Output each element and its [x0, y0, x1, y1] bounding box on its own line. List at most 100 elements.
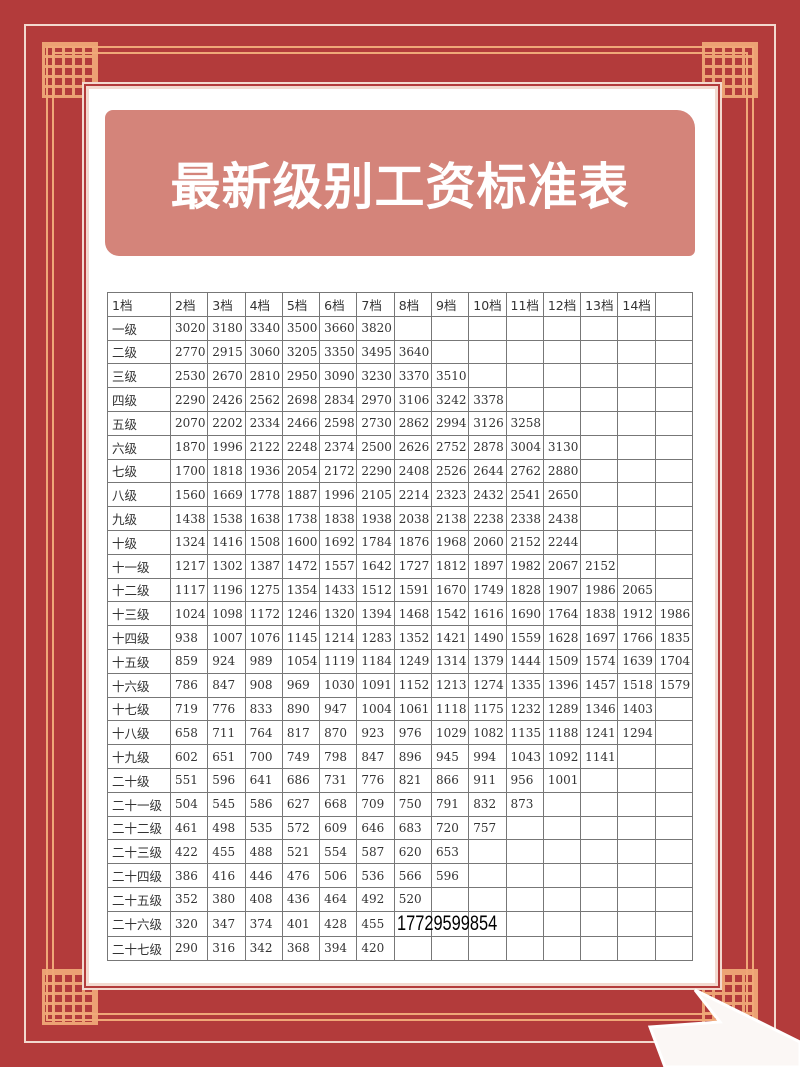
salary-cell: 1766	[617, 625, 656, 650]
grade-label: 二十五级	[107, 886, 171, 912]
grade-label: 二十四级	[107, 863, 171, 888]
column-header: 11档	[505, 292, 544, 317]
salary-cell: 602	[169, 744, 209, 769]
salary-cell: 719	[169, 696, 209, 722]
table-row: 二十级 551 596 641 686 731 776 821 866 911 956 1001	[107, 767, 694, 793]
salary-cell: 1982	[505, 553, 544, 579]
salary-cell: 1764	[542, 601, 582, 627]
grade-label: 十六级	[107, 672, 171, 698]
phone-number-overlay: 17729599854	[396, 911, 497, 935]
salary-cell: 1628	[542, 625, 582, 650]
column-header: 2档	[169, 292, 209, 317]
salary-cell	[580, 767, 619, 793]
salary-cell	[580, 910, 619, 937]
salary-cell: 911	[468, 767, 507, 793]
salary-cell: 2562	[244, 387, 283, 412]
salary-cell	[654, 482, 694, 508]
salary-cell: 1518	[617, 672, 656, 698]
salary-cell: 945	[430, 744, 470, 769]
salary-cell	[617, 815, 656, 841]
salary-cell: 2950	[281, 363, 321, 389]
salary-cell: 1907	[542, 577, 582, 603]
salary-cell	[542, 339, 582, 365]
salary-cell	[617, 387, 656, 412]
salary-cell: 2202	[207, 410, 246, 436]
salary-cell: 386	[169, 863, 209, 888]
grade-label: 八级	[107, 482, 171, 508]
salary-cell: 1314	[430, 648, 470, 674]
salary-cell: 1196	[207, 577, 246, 603]
salary-cell: 586	[244, 791, 283, 817]
salary-cell: 535	[244, 815, 283, 841]
salary-cell: 1700	[169, 458, 209, 484]
salary-cell: 3230	[356, 363, 395, 389]
salary-cell	[654, 886, 694, 912]
salary-cell: 686	[281, 767, 321, 793]
salary-cell: 3660	[319, 315, 358, 341]
salary-cell: 1986	[654, 601, 694, 627]
table-row: 十七级 719 776 833 890 947 1004 1061 1118 1175 1232 12…	[107, 696, 694, 722]
salary-cell: 488	[244, 839, 283, 865]
arrow-icon	[647, 988, 800, 1067]
salary-cell: 1438	[169, 506, 209, 531]
salary-cell: 651	[207, 744, 246, 769]
salary-cell: 1246	[281, 601, 321, 627]
salary-cell: 455	[356, 910, 395, 937]
salary-cell: 1175	[468, 696, 507, 722]
salary-cell: 1141	[580, 744, 619, 769]
salary-cell: 1574	[580, 648, 619, 674]
salary-cell: 1346	[580, 696, 619, 722]
salary-cell: 2070	[169, 410, 209, 436]
grade-label: 二十三级	[107, 839, 171, 865]
salary-cell: 1403	[617, 696, 656, 722]
salary-cell: 1669	[207, 482, 246, 508]
salary-cell: 1690	[505, 601, 544, 627]
salary-cell: 2426	[207, 387, 246, 412]
salary-cell: 2065	[617, 577, 656, 603]
salary-cell: 1394	[356, 601, 395, 627]
salary-cell: 923	[356, 720, 395, 746]
salary-cell	[617, 910, 656, 937]
salary-cell	[542, 815, 582, 841]
salary-cell: 1061	[393, 696, 432, 722]
salary-cell: 731	[319, 767, 358, 793]
salary-cell	[468, 935, 507, 961]
salary-cell	[654, 506, 694, 531]
salary-cell: 1638	[244, 506, 283, 531]
salary-cell	[542, 315, 582, 341]
salary-cell: 1249	[393, 648, 432, 674]
salary-cell	[617, 529, 656, 555]
grade-label: 二十一级	[107, 791, 171, 817]
page-title: 最新级别工资标准表	[170, 158, 630, 216]
salary-cell: 938	[169, 625, 209, 650]
salary-cell	[542, 863, 582, 888]
salary-cell: 1433	[319, 577, 358, 603]
column-header: 13档	[580, 292, 619, 317]
table-row: 十六级 786 847 908 969 1030 1091 1152 1213 1274 1335 1…	[107, 672, 694, 698]
salary-cell	[542, 410, 582, 436]
salary-cell	[468, 339, 507, 365]
salary-cell: 455	[207, 839, 246, 865]
salary-cell	[505, 363, 544, 389]
table-row: 一级 3020 3180 3340 3500 3660 3820	[107, 315, 694, 341]
table-row: 七级 1700 1818 1936 2054 2172 2290 2408 2526 2644 27…	[107, 458, 694, 484]
salary-cell: 1030	[319, 672, 358, 698]
salary-cell: 1912	[617, 601, 656, 627]
salary-cell: 1098	[207, 601, 246, 627]
grade-label: 六级	[107, 434, 171, 460]
salary-cell: 416	[207, 863, 246, 888]
salary-cell: 1217	[169, 553, 209, 579]
salary-cell	[430, 339, 470, 365]
salary-cell: 1727	[393, 553, 432, 579]
salary-cell	[654, 410, 694, 436]
salary-cell: 908	[244, 672, 283, 698]
salary-cell: 1082	[468, 720, 507, 746]
salary-cell: 1387	[244, 553, 283, 579]
salary-cell: 1986	[580, 577, 619, 603]
salary-cell: 1172	[244, 601, 283, 627]
salary-cell	[468, 886, 507, 912]
salary-cell: 551	[169, 767, 209, 793]
salary-cell: 764	[244, 720, 283, 746]
grade-label: 十三级	[107, 601, 171, 627]
salary-cell	[654, 791, 694, 817]
